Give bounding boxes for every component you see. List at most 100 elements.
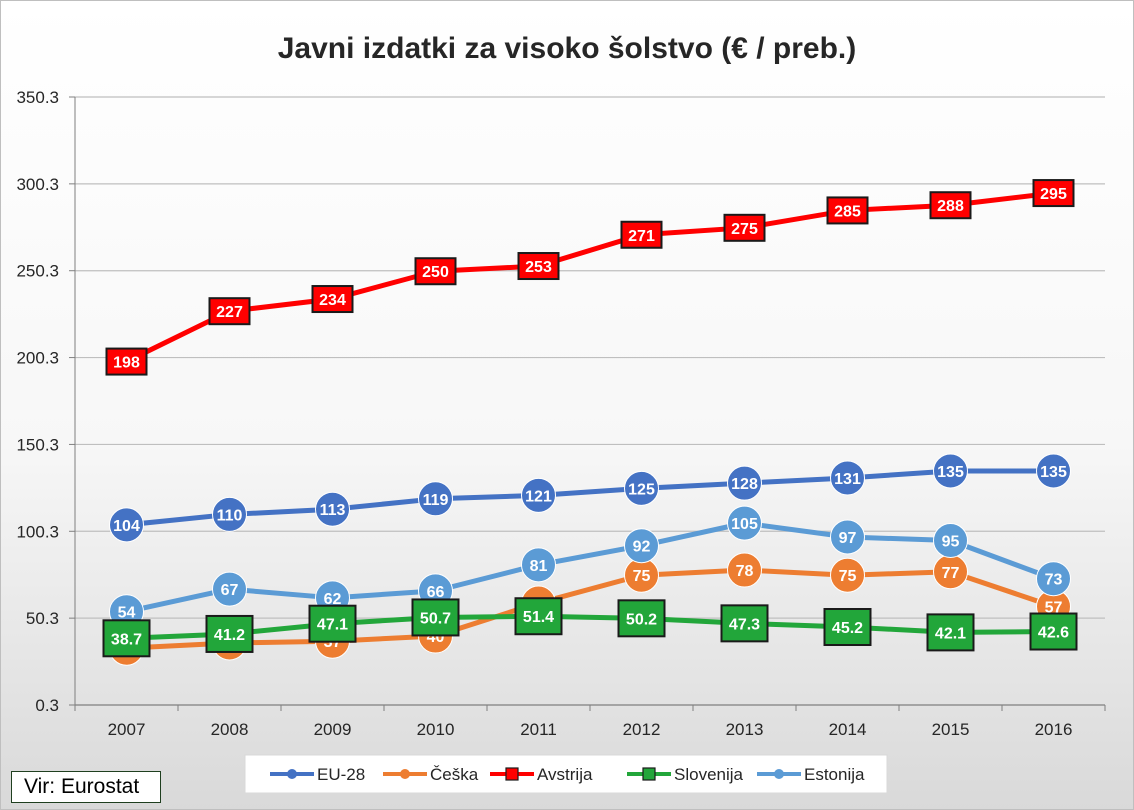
- data-point: [315, 491, 350, 527]
- y-tick-label: 200.3: [16, 349, 59, 368]
- data-label: 295: [1040, 186, 1067, 203]
- legend-entry: Avstrija: [490, 765, 593, 784]
- data-point: [929, 191, 972, 220]
- series-line: [124, 468, 1056, 528]
- data-point: [830, 519, 865, 555]
- legend-marker: [642, 767, 656, 781]
- data-point: [208, 297, 251, 326]
- data-label: 121: [525, 488, 552, 505]
- data-point: [1036, 453, 1071, 489]
- legend: EU-28 Češka Avstrija Slovenija Estonija: [244, 754, 888, 794]
- data-point: [517, 252, 560, 281]
- legend-marker: [287, 769, 297, 779]
- data-label: 104: [113, 518, 140, 535]
- data-label: 110: [217, 507, 243, 524]
- data-label: 227: [216, 304, 243, 321]
- data-point: [830, 460, 865, 496]
- data-point: [624, 528, 659, 564]
- series-estonija: 54 67 62 66 81 92 105 97 95 73: [109, 505, 1071, 630]
- data-label: 95: [942, 533, 960, 550]
- data-point: [926, 613, 975, 652]
- data-label: 45.2: [832, 620, 863, 637]
- chart-title: Javni izdatki za visoko šolstvo (€ / pre…: [278, 32, 857, 65]
- legend-marker: [774, 769, 784, 779]
- x-tick-label: 2009: [314, 720, 352, 739]
- data-point: [624, 470, 659, 506]
- data-label: 54: [118, 605, 136, 622]
- legend-label: Češka: [430, 765, 479, 784]
- series-avstrija: 198 227 234 250 253 271 275 285 288 295: [105, 179, 1075, 376]
- data-point: [727, 552, 762, 588]
- data-point: [521, 547, 556, 583]
- x-tick-label: 2010: [417, 720, 455, 739]
- y-tick-label: 150.3: [16, 435, 59, 454]
- series-line: [124, 613, 1056, 641]
- x-tick-label: 2015: [932, 720, 970, 739]
- data-label: 131: [834, 471, 861, 488]
- data-label: 234: [319, 292, 346, 309]
- data-label: 62: [324, 591, 342, 608]
- data-label: 77: [942, 565, 960, 582]
- data-label: 67: [221, 582, 239, 599]
- data-point: [514, 597, 563, 636]
- data-point: [212, 496, 247, 532]
- data-label: 119: [423, 492, 449, 509]
- series-slovenija: 38.7 41.2 47.1 50.7 51.4 50.2 47.3 45.2 42.1 42.6: [102, 597, 1078, 658]
- data-point: [414, 257, 457, 286]
- series-eu-28: 104 110 113 119 121 125 128 131 135 135: [109, 453, 1071, 543]
- x-tick-label: 2013: [726, 720, 764, 739]
- data-label: 42.1: [935, 625, 966, 642]
- y-tick-label: 100.3: [16, 522, 59, 541]
- data-label: 285: [834, 203, 861, 220]
- y-tick-label: 250.3: [16, 262, 59, 281]
- legend-label: Avstrija: [537, 765, 593, 784]
- series-line: [124, 190, 1056, 365]
- legend-marker: [400, 769, 410, 779]
- data-label: 38.7: [111, 631, 142, 648]
- data-label: 47.1: [317, 617, 348, 634]
- data-point: [212, 571, 247, 607]
- source-note: Vir: Eurostat: [11, 771, 161, 803]
- data-point: [723, 213, 766, 242]
- legend-entry: EU-28: [270, 765, 365, 784]
- data-label: 253: [525, 259, 552, 276]
- data-point: [102, 619, 151, 658]
- legend-entry: Estonija: [757, 765, 865, 784]
- data-label: 81: [530, 558, 548, 575]
- data-label: 92: [633, 539, 651, 556]
- legend-entry: Slovenija: [627, 765, 744, 784]
- data-point: [105, 347, 148, 376]
- data-point: [109, 507, 144, 543]
- data-label: 271: [628, 228, 655, 245]
- data-point: [617, 599, 666, 638]
- legend-entry: Češka: [383, 765, 479, 784]
- legend-label: Estonija: [804, 765, 865, 784]
- y-tick-label: 0.3: [35, 696, 59, 715]
- data-point: [205, 614, 254, 653]
- x-tick-label: 2008: [211, 720, 249, 739]
- data-point: [1032, 179, 1075, 208]
- data-point: [620, 220, 663, 249]
- data-point: [823, 608, 872, 647]
- data-label: 135: [1040, 464, 1067, 481]
- legend-label: EU-28: [317, 765, 365, 784]
- x-tick-label: 2007: [108, 720, 146, 739]
- data-point: [830, 557, 865, 593]
- data-point: [933, 453, 968, 489]
- x-tick-label: 2014: [829, 720, 867, 739]
- data-label: 41.2: [214, 627, 245, 644]
- series-češka: 33363740597578757757: [109, 552, 1071, 666]
- data-point: [727, 465, 762, 501]
- data-label: 47.3: [729, 616, 760, 633]
- data-point: [1029, 612, 1078, 651]
- series-layer: 3336374059757875775754676266819210597957…: [102, 179, 1078, 666]
- data-label: 51.4: [523, 609, 554, 626]
- data-point: [311, 285, 354, 314]
- data-label: 128: [731, 476, 758, 493]
- data-label: 198: [113, 355, 140, 372]
- axes: 0.3 50.3 100.3 150.3 200.3 250.3 300.3 350.3 200…: [16, 88, 1106, 739]
- data-label: 75: [633, 568, 651, 585]
- x-tick-label: 2016: [1035, 720, 1073, 739]
- data-point: [1036, 561, 1071, 597]
